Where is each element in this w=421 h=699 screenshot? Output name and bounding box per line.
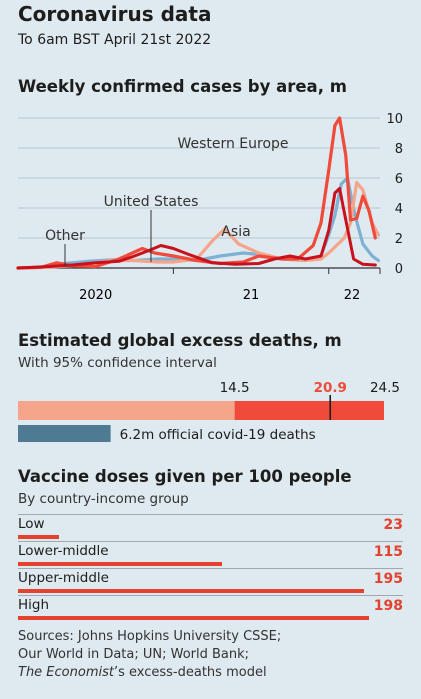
cases-chart-title: Weekly confirmed cases by area, m	[18, 77, 347, 96]
sources-note: Sources: Johns Hopkins University CSSE; …	[18, 628, 408, 682]
page-title: Coronavirus data	[18, 2, 212, 26]
vaccine-bar	[18, 562, 222, 566]
vaccine-chart-subtitle: By country-income group	[18, 491, 189, 507]
excess-bar-interval	[234, 401, 384, 420]
cases-series-western-europe	[16, 116, 377, 270]
sources-line-3: The Economist’s excess-deaths model	[18, 664, 408, 682]
cases-series-united-states	[16, 187, 377, 270]
cases-series-asia	[16, 180, 380, 270]
excess-deaths-chart: 14.5 20.9 24.5 6.2m official covid-19 death…	[18, 380, 400, 443]
vaccine-bar	[18, 535, 59, 539]
excess-bar-lower	[18, 401, 235, 420]
excess-chart-title: Estimated global excess deaths, m	[18, 331, 342, 350]
cases-x-tick-label: 2020	[79, 288, 112, 303]
page-subtitle: To 6am BST April 21st 2022	[18, 32, 212, 48]
excess-chart-subtitle: With 95% confidence interval	[18, 355, 217, 371]
cases-grid	[18, 117, 380, 269]
cases-y-tick-label: 10	[386, 112, 403, 127]
vaccine-bar	[18, 589, 364, 593]
sources-line-3-rest: ’s excess-deaths model	[113, 665, 267, 680]
cases-series-lines	[16, 116, 380, 270]
cases-annotation: Western Europe	[177, 136, 288, 152]
cases-line-chart: 0 2 4 6 8 10 2020 21 22 Western Europe United Sta…	[16, 112, 403, 303]
official-deaths-bar	[18, 425, 111, 442]
vaccine-category-label: Upper-middle	[18, 570, 109, 586]
vaccine-row-rule	[18, 595, 403, 596]
excess-low-label: 14.5	[220, 380, 250, 396]
cases-y-tick-label: 4	[395, 202, 403, 217]
vaccine-category-label: High	[18, 597, 50, 613]
excess-high-label: 24.5	[370, 380, 400, 396]
cases-axis: 0 2 4 6 8 10 2020 21 22	[79, 112, 403, 303]
vaccine-row-rule	[18, 541, 403, 542]
vaccine-category-label: Low	[18, 516, 45, 532]
cases-x-tick-label: 22	[344, 288, 361, 303]
sources-line-2: Our World in Data; UN; World Bank;	[18, 647, 250, 662]
official-deaths-label: 6.2m official covid-19 deaths	[120, 427, 316, 443]
cases-y-tick-label: 0	[395, 262, 403, 277]
vaccine-row-rule	[18, 568, 403, 569]
sources-publication: The Economist	[18, 665, 114, 680]
vaccine-value-label: 23	[383, 517, 403, 533]
cases-annotation: Asia	[221, 224, 250, 240]
cases-y-tick-label: 2	[395, 232, 403, 247]
vaccine-row-rule	[18, 514, 403, 515]
sources-line-1: Sources: Johns Hopkins University CSSE;	[18, 629, 282, 644]
excess-central-label: 20.9	[314, 380, 347, 396]
cases-x-tick-label: 21	[243, 288, 260, 303]
vaccine-value-label: 198	[373, 598, 403, 614]
cases-y-tick-label: 6	[395, 172, 403, 187]
cases-y-tick-label: 8	[395, 142, 403, 157]
vaccine-chart-title: Vaccine doses given per 100 people	[18, 467, 352, 486]
cases-annotation: United States	[104, 194, 199, 210]
vaccine-value-label: 115	[373, 544, 403, 560]
vaccine-bar	[18, 616, 369, 620]
cases-annotation: Other	[45, 228, 85, 244]
vaccine-value-label: 195	[373, 571, 403, 587]
vaccine-category-label: Lower-middle	[18, 543, 109, 559]
cases-annotations: Western Europe United States Asia Other	[45, 136, 289, 266]
